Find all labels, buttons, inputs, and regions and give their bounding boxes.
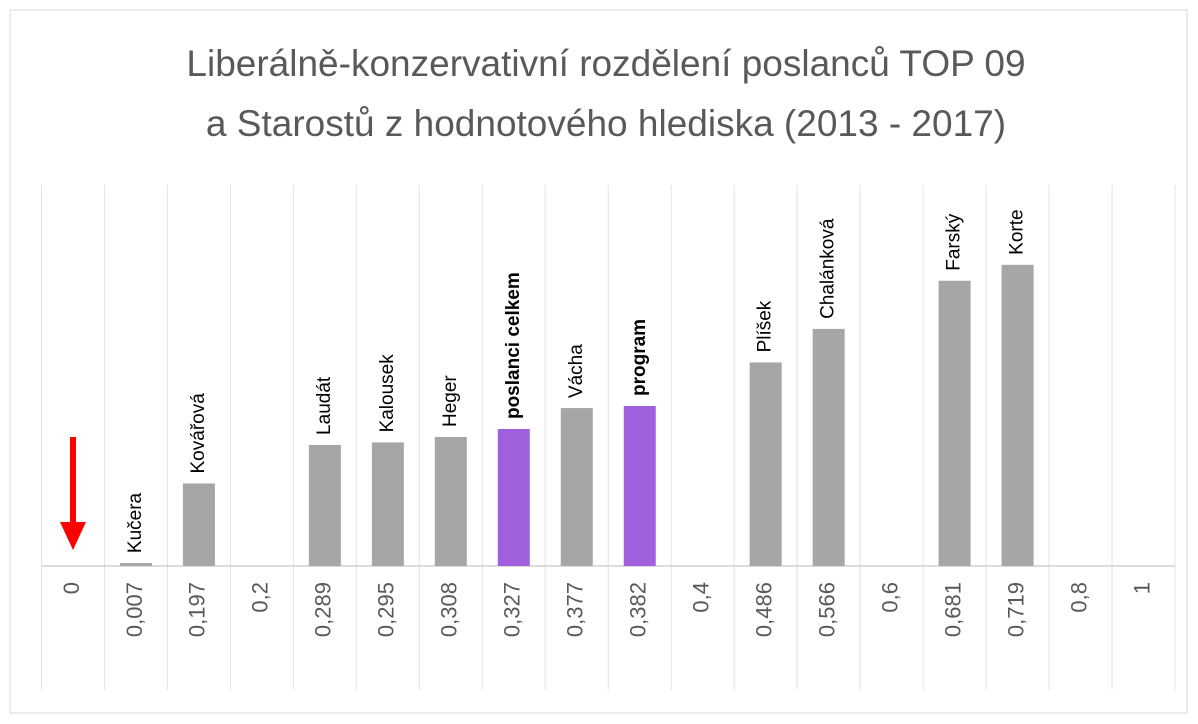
x-tick-label: 0,308 xyxy=(437,582,462,637)
bar xyxy=(308,444,341,566)
data-label: Laudát xyxy=(314,376,335,435)
x-tick-label: 0,719 xyxy=(1003,582,1028,637)
chart-border xyxy=(9,9,1188,714)
bar xyxy=(812,328,845,566)
bar xyxy=(749,362,782,566)
x-tick-label: 0,6 xyxy=(877,582,902,613)
bar xyxy=(371,442,404,566)
bar xyxy=(1001,264,1034,566)
x-tick-label: 0,289 xyxy=(311,582,336,637)
bar xyxy=(497,429,530,566)
data-label: program xyxy=(629,319,650,396)
x-tick-label: 0,2 xyxy=(248,582,273,613)
x-tick-label: 0,007 xyxy=(122,582,147,637)
bar xyxy=(182,483,215,566)
data-label: Kučera xyxy=(125,492,146,553)
x-tick-label: 0 xyxy=(59,582,84,594)
x-tick-label: 0,486 xyxy=(751,582,776,637)
bar xyxy=(938,280,971,566)
data-label: Korte xyxy=(1007,209,1028,254)
bar xyxy=(560,408,593,566)
x-tick-label: 0,8 xyxy=(1066,582,1091,613)
chart-title: Liberálně-konzervativní rozdělení poslan… xyxy=(186,43,1025,84)
bar xyxy=(119,563,152,566)
data-label: Plíšek xyxy=(755,300,776,352)
x-tick-label: 0,377 xyxy=(563,582,588,637)
data-label: Kovářová xyxy=(188,393,209,474)
x-tick-label: 0,566 xyxy=(814,582,839,637)
x-tick-label: 0,197 xyxy=(185,582,210,637)
x-tick-label: 0,681 xyxy=(940,582,965,637)
x-tick-label: 0,4 xyxy=(689,582,714,613)
chart-subtitle: a Starostů z hodnotového hlediska (2013 … xyxy=(206,103,1006,144)
data-label: Heger xyxy=(440,375,461,427)
bar xyxy=(623,405,656,566)
bar xyxy=(434,436,467,566)
data-label: Farský xyxy=(944,213,965,271)
x-tick-label: 0,327 xyxy=(500,582,525,637)
data-label: Vácha xyxy=(566,344,587,398)
data-label: Kalousek xyxy=(377,354,398,433)
data-label: poslanci celkem xyxy=(503,272,524,419)
x-tick-label: 1 xyxy=(1129,582,1154,594)
x-tick-label: 0,382 xyxy=(626,582,651,637)
x-tick-label: 0,295 xyxy=(374,582,399,637)
marker-arrow xyxy=(60,437,86,550)
data-label: Chalánková xyxy=(818,218,839,319)
